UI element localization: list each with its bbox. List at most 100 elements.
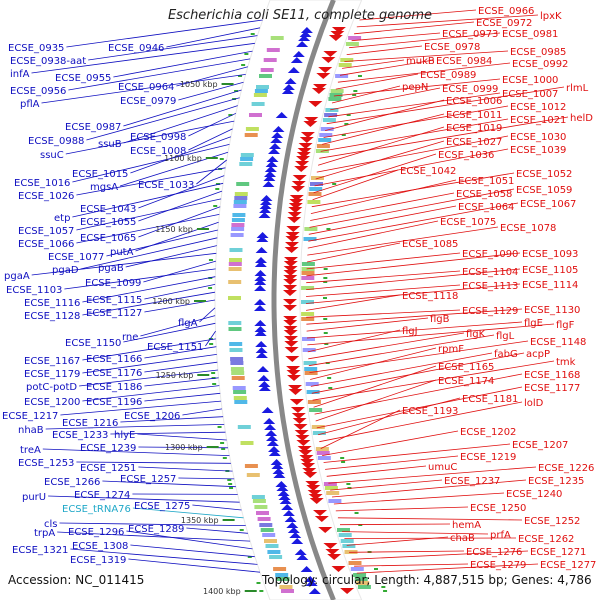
- cog-category-block: [318, 138, 332, 142]
- plus-strand-gene-arrow: [308, 494, 323, 500]
- gene-label-plus: ECSE_1027: [446, 137, 502, 148]
- leader-line-plus: [312, 169, 399, 201]
- leader-line-plus: [356, 563, 539, 574]
- cog-category-block: [320, 127, 334, 131]
- minus-strand-gene-arrow: [266, 440, 279, 446]
- gene-label-plus: ECSE_1226: [538, 463, 594, 474]
- cog-category-block: [269, 555, 283, 559]
- plus-strand-gene-arrow: [299, 455, 314, 461]
- cog-category-block: [348, 36, 362, 40]
- gene-label-plus: flgJ: [402, 326, 418, 337]
- cog-category-block: [328, 499, 342, 503]
- cog-category-block: [253, 93, 267, 97]
- gene-label-plus: ECSE_1129: [462, 306, 518, 317]
- leader-line-plus: [346, 45, 423, 55]
- cog-category-block: [232, 213, 246, 217]
- cog-category-block: [281, 589, 294, 593]
- leader-line-minus: [144, 377, 219, 387]
- leader-line-minus: [82, 385, 220, 402]
- cog-category-block: [303, 361, 317, 365]
- leader-line-plus: [346, 536, 449, 546]
- plus-strand-gene-arrow: [288, 207, 303, 213]
- leader-line-plus: [322, 113, 445, 145]
- minus-strand-gene-arrow: [300, 27, 313, 33]
- gene-label-minus: ECSE_0956: [10, 86, 66, 97]
- gene-label-minus: ECSE_1179: [24, 369, 80, 380]
- gene-label-plus: ECSE_1011: [446, 110, 502, 121]
- gene-label-minus: ECSE_1308: [72, 541, 128, 552]
- gene-label-plus: chaB: [450, 533, 475, 544]
- gene-label-plus: ECSE_1177: [524, 383, 580, 394]
- cog-category-block: [234, 400, 248, 404]
- minus-strand-gene-arrow: [256, 236, 269, 242]
- cog-category-block: [230, 367, 244, 371]
- leader-line-minus: [132, 507, 244, 519]
- leader-line-minus: [80, 237, 218, 270]
- minus-strand-gene-arrow: [254, 320, 267, 326]
- cog-category-block: [273, 567, 287, 571]
- minus-strand-gene-arrow: [256, 232, 269, 238]
- leader-line-plus: [317, 397, 461, 436]
- plus-strand-gene-arrow: [289, 195, 304, 201]
- minus-strand-gene-arrow: [257, 366, 269, 372]
- cog-category-block: [301, 276, 315, 280]
- leader-line-plus: [320, 118, 509, 152]
- minus-strand-gene-arrow: [255, 341, 268, 347]
- cog-category-block: [256, 85, 269, 89]
- minus-strand-gene-arrow: [264, 171, 276, 177]
- gene-label-plus: ECSE_0984: [436, 56, 492, 67]
- leader-line-minus: [186, 527, 248, 534]
- cog-category-block: [305, 382, 319, 386]
- cog-category-block: [259, 74, 272, 78]
- plus-strand-gene-arrow: [288, 389, 303, 395]
- leader-line-minus: [59, 522, 246, 526]
- gene-label-plus: ECSE_1250: [470, 503, 526, 514]
- gene-label-minus: ECSE_1296: [68, 527, 124, 538]
- kbp-tick-label: 1100 kbp: [164, 154, 202, 163]
- minus-strand-gene-arrow: [254, 326, 267, 332]
- leader-line-minus: [178, 477, 235, 480]
- leader-line-minus: [82, 354, 217, 374]
- minus-strand-gene-arrow: [284, 78, 297, 84]
- gene-label-plus: helD: [570, 113, 593, 124]
- cog-category-block: [348, 561, 362, 565]
- gene-label-plus: ECSE_1252: [524, 516, 580, 527]
- cog-category-block: [338, 533, 352, 537]
- gene-label-plus: prfA: [490, 530, 511, 541]
- minus-strand-gene-arrow: [259, 203, 272, 209]
- gene-label-minus: ECSE_1066: [18, 239, 74, 250]
- minus-strand-gene-arrow: [308, 588, 321, 594]
- cog-category-block: [309, 408, 323, 412]
- minus-strand-gene-arrow: [254, 270, 267, 276]
- gene-label-plus: ECSE_0999: [442, 84, 498, 95]
- leader-line-minus: [123, 89, 242, 127]
- cog-category-block: [260, 528, 274, 532]
- leader-line-minus: [45, 424, 225, 430]
- cog-category-block: [266, 48, 280, 52]
- leader-line-plus: [354, 21, 475, 35]
- leader-line-plus: [306, 252, 461, 270]
- gene-label-plus: ECSE_1104: [462, 267, 518, 278]
- gene-label-plus: ECSE_1090: [462, 249, 518, 260]
- gene-label-minus: ECSE_1077: [48, 252, 104, 263]
- cog-category-block: [342, 544, 356, 548]
- leader-line-plus: [310, 352, 493, 387]
- leader-line-plus: [313, 153, 437, 194]
- cog-category-block: [330, 89, 344, 93]
- gene-label-plus: ECSE_1276: [466, 547, 522, 558]
- kbp-tick-label: 1150 kbp: [155, 225, 193, 234]
- leader-line-plus: [331, 479, 527, 498]
- leader-line-minus: [66, 19, 263, 48]
- cog-category-block: [311, 425, 325, 429]
- minus-strand-gene-arrow: [260, 199, 272, 205]
- leader-line-plus: [359, 9, 477, 21]
- cog-category-block: [325, 108, 339, 112]
- cog-category-block: [244, 133, 258, 137]
- minus-strand-gene-arrow: [294, 549, 307, 555]
- minus-strand-gene-arrow: [287, 67, 300, 73]
- plus-strand-gene-arrow: [301, 463, 316, 469]
- gene-label-plus: ECSE_1174: [438, 376, 494, 387]
- leader-line-plus: [316, 135, 509, 173]
- cog-category-block: [276, 577, 290, 581]
- leader-line-minus: [138, 206, 221, 238]
